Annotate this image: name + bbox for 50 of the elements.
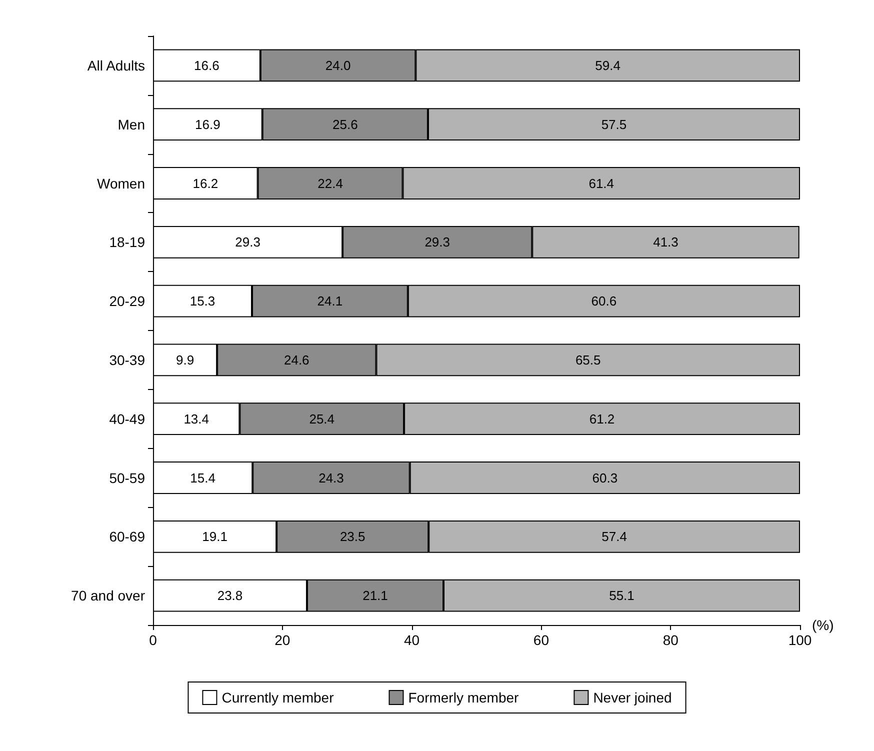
data-label: 16.2 bbox=[192, 176, 218, 191]
data-label: 29.3 bbox=[424, 234, 450, 250]
y-tick-label: 18-19 bbox=[109, 234, 146, 250]
data-label: 13.4 bbox=[184, 411, 210, 426]
legend-label: Currently member bbox=[222, 690, 334, 706]
data-label: 59.4 bbox=[595, 58, 620, 73]
data-label: 60.6 bbox=[591, 294, 617, 309]
data-label: 24.1 bbox=[317, 294, 343, 309]
legend-label: Formerly member bbox=[408, 690, 520, 706]
data-label: 15.3 bbox=[190, 294, 216, 309]
y-tick-label: Men bbox=[118, 116, 145, 132]
data-label: 61.4 bbox=[588, 176, 614, 191]
data-label: 55.1 bbox=[609, 588, 634, 604]
y-tick-label: 70 and over bbox=[71, 588, 146, 604]
data-label: 9.9 bbox=[176, 352, 194, 368]
data-label: 29.3 bbox=[235, 234, 260, 250]
data-label: 21.1 bbox=[362, 588, 388, 604]
y-tick-label: 60-69 bbox=[109, 528, 146, 545]
y-tick-label: 20-29 bbox=[109, 293, 146, 310]
data-label: 16.6 bbox=[194, 58, 220, 73]
x-tick-label: 20 bbox=[274, 632, 290, 648]
x-tick-label: 0 bbox=[149, 632, 158, 648]
data-label: 23.5 bbox=[340, 529, 366, 544]
x-axis-title: (%) bbox=[812, 617, 834, 633]
data-label: 25.4 bbox=[309, 411, 335, 426]
data-label: 24.0 bbox=[325, 58, 351, 73]
data-label: 22.4 bbox=[318, 176, 343, 191]
data-label: 25.6 bbox=[332, 116, 358, 132]
data-label: 24.6 bbox=[284, 352, 310, 368]
y-tick-label: All Adults bbox=[87, 57, 145, 74]
data-label: 57.4 bbox=[602, 529, 627, 544]
y-tick-label: 40-49 bbox=[109, 410, 146, 427]
data-label: 65.5 bbox=[575, 352, 601, 368]
legend-label: Never joined bbox=[593, 690, 672, 706]
data-label: 23.8 bbox=[217, 588, 243, 604]
data-label: 41.3 bbox=[653, 234, 678, 250]
data-label: 57.5 bbox=[601, 116, 627, 132]
x-tick-label: 40 bbox=[404, 632, 420, 648]
data-label: 15.4 bbox=[190, 470, 216, 486]
data-label: 16.9 bbox=[195, 116, 220, 132]
x-tick-label: 100 bbox=[788, 632, 812, 648]
y-tick-label: 50-59 bbox=[109, 470, 146, 486]
data-label: 60.3 bbox=[592, 470, 618, 486]
x-tick-label: 60 bbox=[533, 632, 550, 648]
x-tick-label: 80 bbox=[662, 632, 679, 648]
y-tick-label: 30-39 bbox=[109, 352, 146, 368]
data-label: 19.1 bbox=[202, 529, 228, 544]
y-tick-label: Women bbox=[97, 175, 145, 192]
data-label: 61.2 bbox=[589, 411, 615, 426]
data-label: 24.3 bbox=[318, 470, 344, 486]
